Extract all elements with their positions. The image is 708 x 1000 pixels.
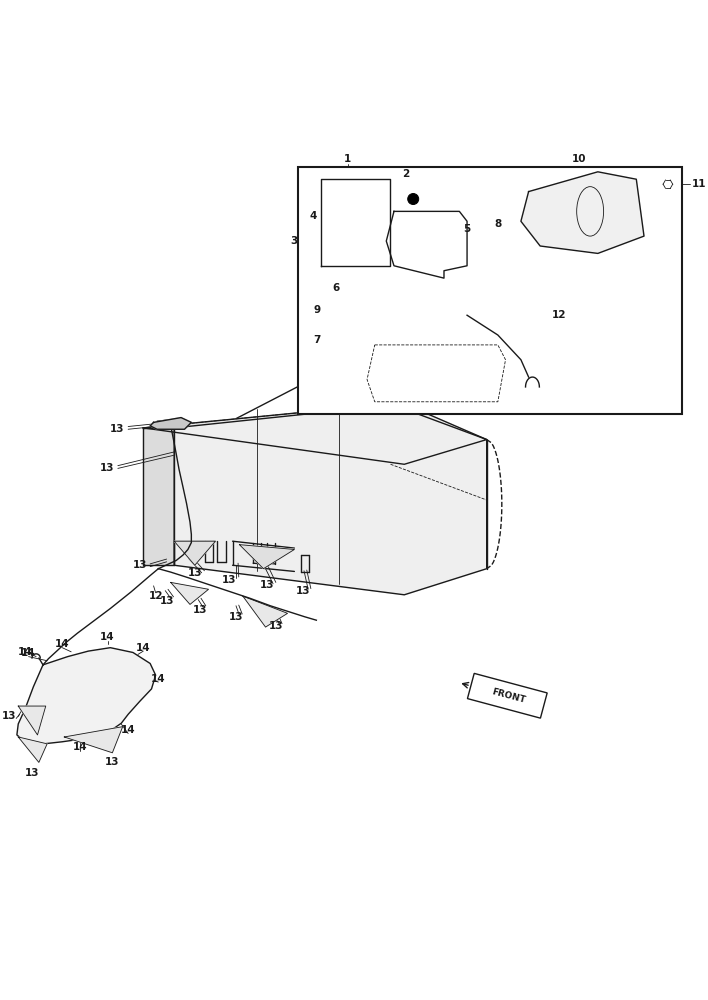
Polygon shape [150,418,191,429]
Circle shape [408,194,418,205]
Polygon shape [174,541,215,565]
Polygon shape [17,648,156,744]
Text: 13: 13 [268,621,283,631]
Text: 5: 5 [464,224,471,234]
Text: 13: 13 [101,463,115,473]
Polygon shape [64,727,122,753]
Text: 13: 13 [295,586,310,596]
Text: 13: 13 [188,568,202,578]
Text: 8: 8 [494,219,501,229]
Text: 9: 9 [314,305,321,315]
Text: 13: 13 [193,605,207,615]
Text: 13: 13 [229,612,244,622]
Polygon shape [143,428,174,565]
Text: 11: 11 [692,179,707,189]
Text: 12: 12 [552,310,566,320]
Text: 14: 14 [55,639,69,649]
Text: 2: 2 [402,169,409,179]
Text: 12: 12 [149,591,163,601]
Text: 14: 14 [136,643,151,653]
Text: 13: 13 [105,757,120,767]
Polygon shape [243,596,287,627]
Bar [298,167,683,414]
Polygon shape [467,673,547,718]
Polygon shape [143,404,486,464]
Polygon shape [174,404,486,595]
Text: 13: 13 [260,580,274,590]
Text: 14: 14 [121,725,135,735]
Text: FRONT: FRONT [491,687,527,705]
Text: 4: 4 [309,211,317,221]
Text: 1: 1 [344,154,351,164]
Text: 14: 14 [151,674,166,684]
Text: 13: 13 [222,575,236,585]
Text: 14: 14 [73,742,87,752]
Polygon shape [18,737,47,762]
Text: 13: 13 [132,560,147,570]
Text: 14: 14 [101,632,115,642]
Text: 13: 13 [160,596,175,606]
Text: 3: 3 [290,236,297,246]
Text: 10: 10 [571,154,586,164]
Text: 13: 13 [25,768,39,778]
Text: 14: 14 [21,648,36,658]
Text: 6: 6 [333,283,340,293]
Polygon shape [18,706,46,735]
Text: 7: 7 [314,335,321,345]
Polygon shape [521,172,644,253]
Text: 13: 13 [110,424,125,434]
Text: 13: 13 [2,711,16,721]
Polygon shape [239,545,295,569]
Polygon shape [171,582,209,604]
Text: 14: 14 [18,647,33,657]
